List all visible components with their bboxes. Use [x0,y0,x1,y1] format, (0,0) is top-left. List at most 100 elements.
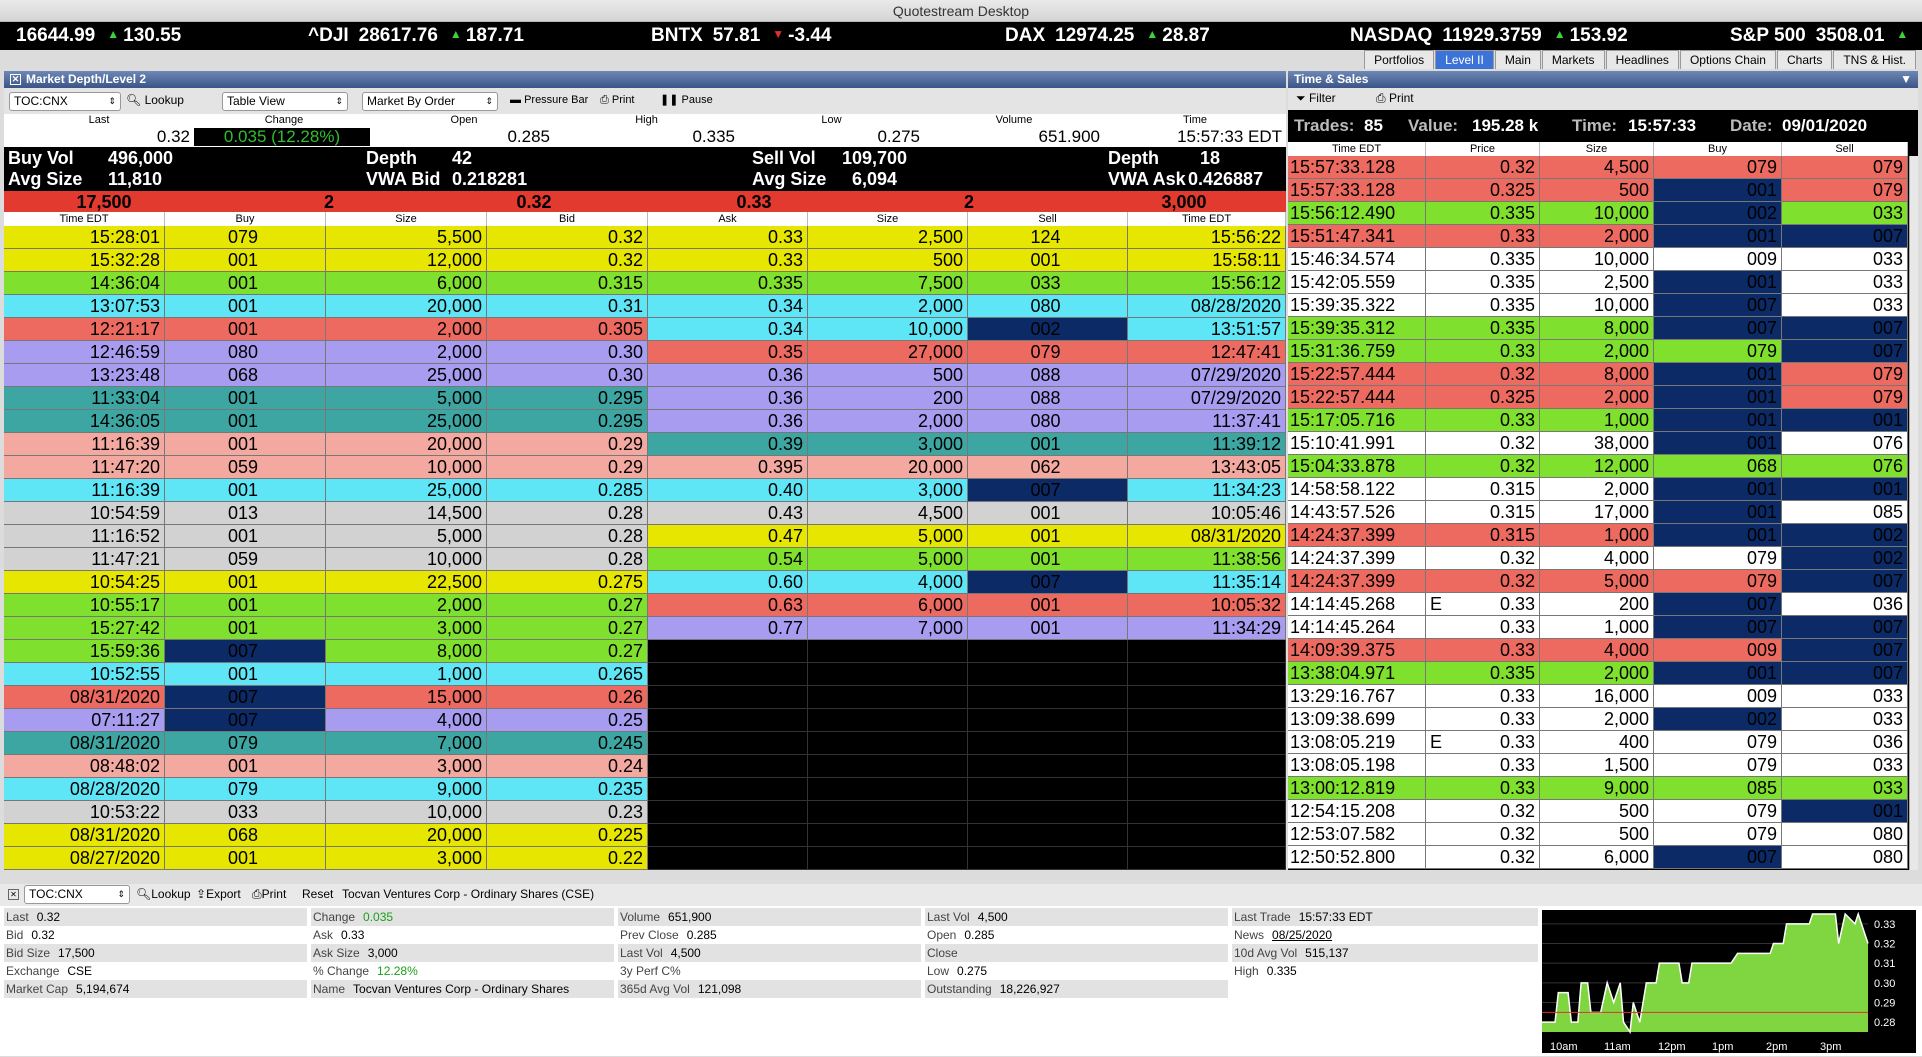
column-header[interactable]: Size [326,212,487,226]
bid-row[interactable]: 10:52:55 001 1,000 0.265 [4,663,648,686]
ask-row[interactable]: 0.395 20,000 062 13:43:05 [648,456,1286,479]
ask-row[interactable]: 0.34 10,000 002 13:51:57 [648,318,1286,341]
column-header[interactable]: Bid [487,212,648,226]
trade-row[interactable]: 14:14:45.268 E 0.33 200 007 036 [1288,593,1908,616]
ask-row[interactable]: 0.77 7,000 001 11:34:29 [648,617,1286,640]
trade-row[interactable]: 13:09:38.699 0.33 2,000 002 033 [1288,708,1908,731]
reset-button[interactable]: Reset [302,886,333,905]
tns-grid[interactable]: Time EDT Price Size Buy Sell 15:57:33.128 0.32… [1288,142,1918,870]
bid-row[interactable]: 14:36:05 001 25,000 0.295 [4,410,648,433]
view-select[interactable]: Table View ⇕ [222,92,348,111]
ask-row[interactable]: 0.34 2,000 080 08/28/2020 [648,295,1286,318]
tab-headlines[interactable]: Headlines [1605,50,1679,69]
ask-row[interactable]: 0.33 500 001 15:58:11 [648,249,1286,272]
ticker-item[interactable]: BNTX 57.81 ▼ -3.44 [651,25,831,47]
quote-symbol-input[interactable]: TOC:CNX ⇕ [24,885,130,904]
ask-row[interactable]: 0.39 3,000 001 11:39:12 [648,433,1286,456]
bid-row[interactable]: 14:36:04 001 6,000 0.315 [4,272,648,295]
ask-row[interactable]: 0.40 3,000 007 11:34:23 [648,479,1286,502]
tab-charts[interactable]: Charts [1776,50,1833,69]
column-header[interactable]: Sell [1782,142,1908,156]
trade-row[interactable]: 15:22:57.444 0.325 2,000 001 079 [1288,386,1908,409]
trade-row[interactable]: 15:46:34.574 0.335 10,000 009 033 [1288,248,1908,271]
ask-row[interactable]: 0.33 2,500 124 15:56:22 [648,226,1286,249]
trade-row[interactable]: 14:14:45.264 0.33 1,000 007 007 [1288,616,1908,639]
scrollbar[interactable] [1909,156,1918,870]
bid-row[interactable]: 11:16:39 001 25,000 0.285 [4,479,648,502]
tab-options-chain[interactable]: Options Chain [1679,50,1776,69]
ticker-item[interactable]: DAX 12974.25 ▲ 28.87 [1005,25,1210,47]
pause-button[interactable]: ❚❚ Pause [660,92,713,111]
column-header[interactable]: Ask [648,212,808,226]
ask-row[interactable]: 0.60 4,000 007 11:35:14 [648,571,1286,594]
tab-main[interactable]: Main [1494,50,1541,69]
trade-row[interactable]: 15:42:05.559 0.335 2,500 001 033 [1288,271,1908,294]
bid-row[interactable]: 10:54:59 013 14,500 0.28 [4,502,648,525]
trade-row[interactable]: 14:24:37.399 0.32 4,000 079 002 [1288,547,1908,570]
trade-row[interactable]: 13:08:05.198 0.33 1,500 079 033 [1288,754,1908,777]
tab-tns-hist-[interactable]: TNS & Hist. [1833,50,1916,69]
quote-lookup-button[interactable]: 🔍︎Lookup [136,886,191,905]
trade-row[interactable]: 14:58:58.122 0.315 2,000 001 001 [1288,478,1908,501]
trade-row[interactable]: 15:04:33.878 0.32 12,000 068 076 [1288,455,1908,478]
ask-row[interactable]: 0.47 5,000 001 08/31/2020 [648,525,1286,548]
column-header[interactable]: Buy [1654,142,1782,156]
tab-markets[interactable]: Markets [1541,50,1605,69]
column-header[interactable]: Sell [968,212,1128,226]
quote-print-button[interactable]: ⎙Print [252,886,286,905]
trade-row[interactable]: 15:51:47.341 0.33 2,000 001 007 [1288,225,1908,248]
trade-row[interactable]: 12:54:15.208 0.32 500 079 001 [1288,800,1908,823]
trade-row[interactable]: 15:39:35.322 0.335 10,000 007 033 [1288,294,1908,317]
column-header[interactable]: Price [1426,142,1540,156]
bid-row[interactable]: 12:21:17 001 2,000 0.305 [4,318,648,341]
trade-row[interactable]: 14:24:37.399 0.32 5,000 079 007 [1288,570,1908,593]
column-header[interactable]: Size [1540,142,1654,156]
bid-row[interactable]: 08/27/2020 001 3,000 0.22 [4,847,648,870]
field-value[interactable]: 08/25/2020 [1272,928,1333,942]
ask-row[interactable]: 0.35 27,000 079 12:47:41 [648,341,1286,364]
bid-row[interactable]: 11:47:21 059 10,000 0.28 [4,548,648,571]
trade-row[interactable]: 12:50:52.800 0.32 6,000 007 080 [1288,846,1908,869]
bid-row[interactable]: 15:32:28 001 12,000 0.32 [4,249,648,272]
mode-select[interactable]: Market By Order ⇕ [362,92,498,111]
tns-print-button[interactable]: ⎙ Print [1376,90,1414,109]
ticker-item[interactable]: 16644.99 ▲ 130.55 [6,25,181,47]
filter-button[interactable]: ⏷ Filter [1296,90,1336,109]
depth-grid[interactable]: Time EDT Buy Size Bid Ask Size Sell Time EDT 15:… [4,212,1286,870]
ticker-item[interactable]: NASDAQ 11929.3759 ▲ 153.92 [1350,25,1628,47]
bid-row[interactable]: 10:53:22 033 10,000 0.23 [4,801,648,824]
tab-portfolios[interactable]: Portfolios [1364,50,1435,69]
column-header[interactable]: Time EDT [4,212,165,226]
bid-row[interactable]: 13:07:53 001 20,000 0.31 [4,295,648,318]
trade-row[interactable]: 14:24:37.399 0.315 1,000 001 002 [1288,524,1908,547]
bid-row[interactable]: 12:46:59 080 2,000 0.30 [4,341,648,364]
trade-row[interactable]: 15:10:41.991 0.32 38,000 001 076 [1288,432,1908,455]
collapse-icon[interactable]: ▼ [1900,72,1912,86]
trade-row[interactable]: 13:38:04.971 0.335 2,000 001 007 [1288,662,1908,685]
bid-row[interactable]: 11:47:20 059 10,000 0.29 [4,456,648,479]
bid-row[interactable]: 08:48:02 001 3,000 0.24 [4,755,648,778]
column-header[interactable]: Time EDT [1128,212,1286,226]
bid-row[interactable]: 15:59:36 007 8,000 0.27 [4,640,648,663]
bid-row[interactable]: 08/31/2020 068 20,000 0.225 [4,824,648,847]
tab-level-ii[interactable]: Level II [1435,50,1494,69]
ask-row[interactable]: 0.63 6,000 001 10:05:32 [648,594,1286,617]
trade-row[interactable]: 13:29:16.767 0.33 16,000 009 033 [1288,685,1908,708]
ask-row[interactable]: 0.335 7,500 033 15:56:12 [648,272,1286,295]
print-button[interactable]: ⎙ Print [600,92,635,111]
trade-row[interactable]: 15:57:33.128 0.325 500 001 079 [1288,179,1908,202]
ask-row[interactable]: 0.36 500 088 07/29/2020 [648,364,1286,387]
trade-row[interactable]: 14:09:39.375 0.33 4,000 009 007 [1288,639,1908,662]
panel-close-icon[interactable]: ✕ [10,74,21,85]
bid-row[interactable]: 11:16:52 001 5,000 0.28 [4,525,648,548]
column-header[interactable]: Size [808,212,968,226]
bid-row[interactable]: 08/31/2020 007 15,000 0.26 [4,686,648,709]
trade-row[interactable]: 15:39:35.312 0.335 8,000 007 007 [1288,317,1908,340]
column-header[interactable]: Buy [165,212,326,226]
ticker-item[interactable]: S&P 500 3508.01 ▲ [1730,25,1912,47]
lookup-button[interactable]: 🔍︎ Lookup [126,92,184,111]
trade-row[interactable]: 15:56:12.490 0.335 10,000 002 033 [1288,202,1908,225]
bid-row[interactable]: 08/28/2020 079 9,000 0.235 [4,778,648,801]
bid-row[interactable]: 08/31/2020 079 7,000 0.245 [4,732,648,755]
bid-row[interactable]: 07:11:27 007 4,000 0.25 [4,709,648,732]
